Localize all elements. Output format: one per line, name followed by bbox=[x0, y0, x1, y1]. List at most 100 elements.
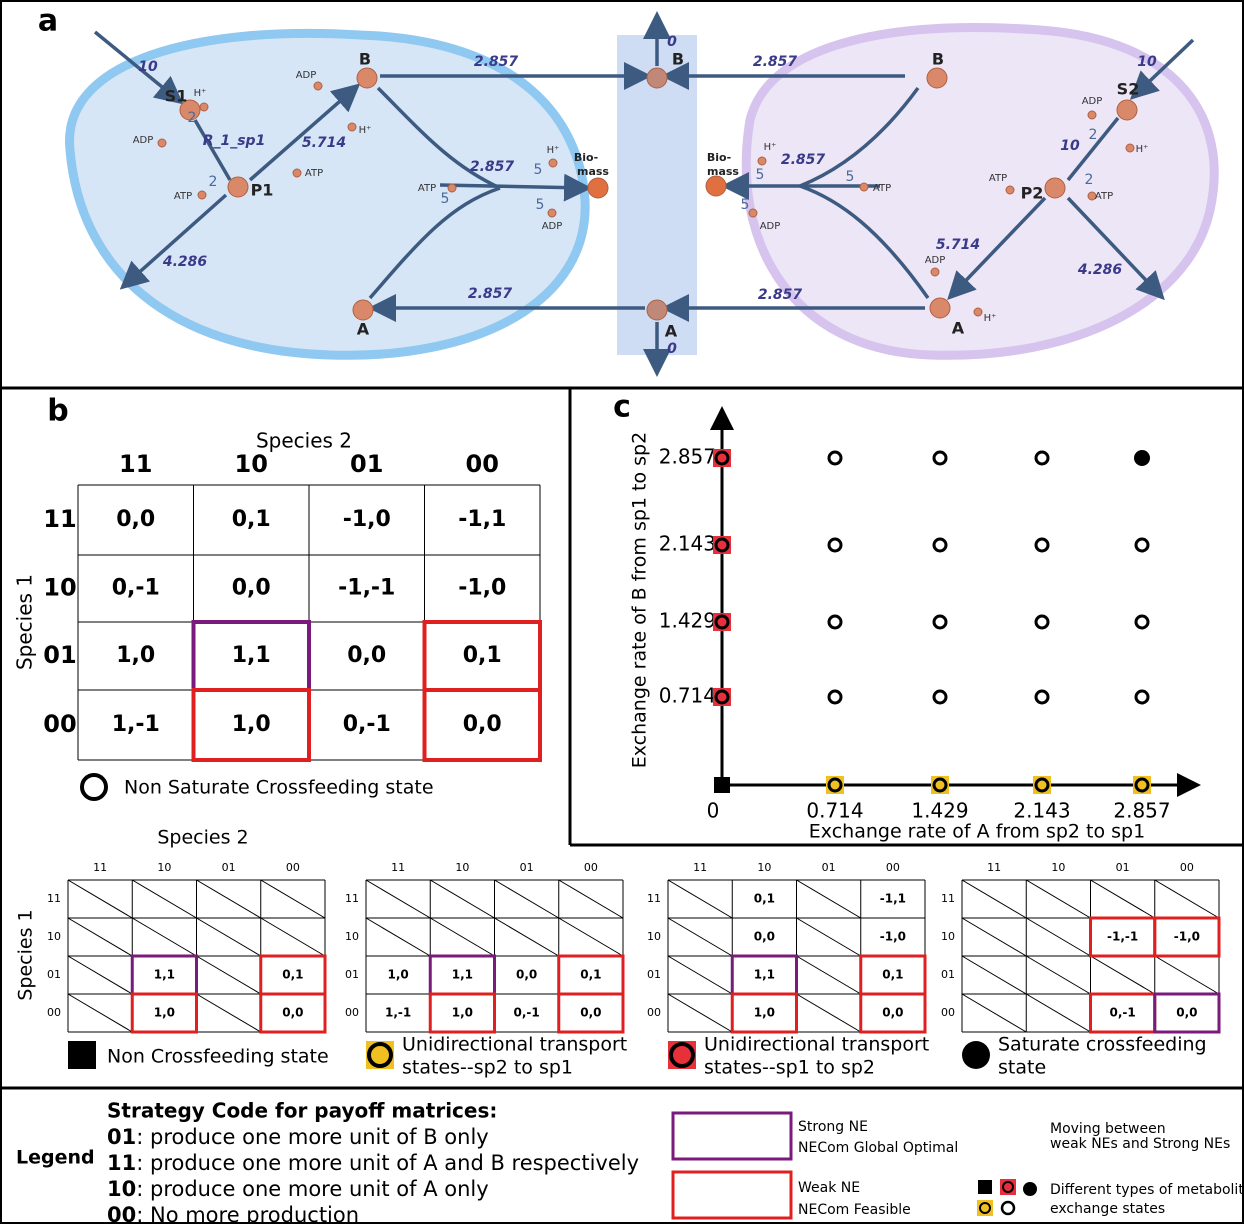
table-cell: 0,1 bbox=[580, 968, 601, 982]
legend-item: 11: produce one more unit of A and B res… bbox=[107, 1151, 639, 1175]
diagram-label: 2.857 bbox=[758, 287, 803, 303]
axis-title: Species 2 bbox=[256, 429, 352, 453]
diagram-label: 2 bbox=[188, 110, 197, 126]
empty-cell bbox=[132, 880, 196, 918]
table-cell: 1,0 bbox=[452, 1006, 473, 1020]
transition-arrow bbox=[841, 725, 890, 777]
transition-arrow bbox=[1048, 562, 1097, 614]
table-cell: 1,1 bbox=[232, 643, 271, 668]
strategy-text: : produce one more unit of A and B respe… bbox=[136, 1151, 639, 1175]
diagram-label: 5 bbox=[534, 162, 543, 178]
diagram-label: S2 bbox=[1117, 80, 1140, 99]
row-header: 00 bbox=[47, 1006, 61, 1019]
row-header: 11 bbox=[941, 892, 955, 905]
transition-arrow bbox=[946, 562, 995, 614]
table-cell: 0,0 bbox=[1176, 1006, 1197, 1020]
column-header: 00 bbox=[886, 861, 900, 874]
transition-arrow bbox=[946, 485, 995, 537]
row-header: 11 bbox=[345, 892, 359, 905]
column-header: 01 bbox=[520, 861, 534, 874]
table-cell: -1,0 bbox=[880, 930, 906, 944]
diagram-label: R_1_sp1 bbox=[203, 133, 266, 149]
legend-title: Legend bbox=[16, 1147, 95, 1169]
legend-text: Moving between bbox=[1050, 1121, 1166, 1137]
empty-cell bbox=[1155, 880, 1219, 918]
diagram-label: ADP bbox=[542, 221, 563, 232]
empty-cell bbox=[430, 880, 494, 918]
row-header: 10 bbox=[47, 930, 61, 943]
state-marker bbox=[716, 616, 728, 628]
figure: a10S1H⁺ADP2R_1_sp12ATPP1ADPH⁺5.714ATPB2.… bbox=[0, 0, 1244, 1224]
diagram-label: ADP bbox=[133, 135, 154, 146]
row-header: 01 bbox=[941, 968, 955, 981]
column-header: 01 bbox=[350, 450, 383, 478]
state-marker bbox=[1136, 539, 1148, 551]
table-cell: 0,0 bbox=[347, 643, 386, 668]
column-header: 01 bbox=[1116, 861, 1130, 874]
empty-cell bbox=[962, 956, 1026, 994]
table-cell: -1,0 bbox=[1174, 930, 1200, 944]
empty-cell bbox=[668, 918, 732, 956]
transition-arrow bbox=[728, 725, 777, 777]
x-tick-label: 1.429 bbox=[911, 799, 968, 823]
legend-symbol bbox=[1002, 1202, 1014, 1214]
transition-arrow bbox=[1048, 398, 1097, 450]
state-marker bbox=[716, 539, 728, 551]
state-marker bbox=[934, 779, 946, 791]
diagram-label: 4.286 bbox=[1077, 262, 1123, 278]
state-marker bbox=[716, 452, 728, 464]
diagram-label: P1 bbox=[251, 181, 274, 200]
transition-arrow bbox=[728, 485, 777, 537]
table-cell: 1,-1 bbox=[112, 712, 160, 737]
x-tick-label: 0.714 bbox=[806, 799, 863, 823]
diagram-label: H⁺ bbox=[547, 145, 560, 156]
table-cell: 0,-1 bbox=[343, 712, 391, 737]
legend-text: weak NEs and Strong NEs bbox=[1050, 1136, 1230, 1152]
diagram-label: H⁺ bbox=[194, 88, 207, 99]
table-cell: 1,0 bbox=[232, 712, 271, 737]
state-marker bbox=[1036, 539, 1048, 551]
table-cell: 1,0 bbox=[754, 1006, 775, 1020]
row-header: 11 bbox=[47, 892, 61, 905]
empty-cell bbox=[495, 918, 559, 956]
state-marker bbox=[1036, 691, 1048, 703]
empty-cell bbox=[962, 880, 1026, 918]
table-cell: 1,1 bbox=[754, 968, 775, 982]
table-cell: 1,0 bbox=[116, 643, 155, 668]
state-marker bbox=[829, 452, 841, 464]
table-cell: 0,1 bbox=[754, 892, 775, 906]
diagram-label: S1 bbox=[165, 87, 188, 106]
table-cell: 0,0 bbox=[282, 1006, 303, 1020]
legend-heading: Strategy Code for payoff matrices: bbox=[107, 1099, 497, 1123]
axis-title: Exchange rate of B from sp1 to sp2 bbox=[629, 432, 651, 768]
empty-cell bbox=[559, 880, 623, 918]
column-header: 10 bbox=[757, 861, 771, 874]
table-cell: 0,0 bbox=[754, 930, 775, 944]
column-header: 00 bbox=[584, 861, 598, 874]
legend-item: 10: produce one more unit of A only bbox=[107, 1177, 489, 1201]
table-cell: 1,1 bbox=[154, 968, 175, 982]
legend-symbol bbox=[673, 1113, 791, 1159]
legend-symbol bbox=[1003, 1182, 1013, 1192]
y-tick-label: 2.143 bbox=[659, 532, 716, 556]
y-tick-label: 2.857 bbox=[659, 445, 716, 469]
table-cell: -1,1 bbox=[880, 892, 906, 906]
diagram-label: ATP bbox=[418, 183, 436, 194]
state-marker bbox=[1036, 779, 1048, 791]
strategy-text: : produce one more unit of B only bbox=[136, 1125, 489, 1149]
column-header: 11 bbox=[93, 861, 107, 874]
column-header: 10 bbox=[455, 861, 469, 874]
transition-arrow bbox=[728, 562, 777, 614]
transition-arrow bbox=[841, 637, 890, 689]
transition-arrow bbox=[1148, 637, 1197, 689]
diagram-label: a bbox=[38, 4, 58, 39]
row-header: 10 bbox=[941, 930, 955, 943]
legend-text: Different types of metabolite bbox=[1050, 1182, 1244, 1198]
diagram-label: 10 bbox=[1137, 54, 1157, 70]
diagram-label: ATP bbox=[989, 173, 1007, 184]
diagram-label: 2.857 bbox=[470, 159, 515, 175]
legend-symbol bbox=[673, 1172, 791, 1218]
table-cell: 1,0 bbox=[387, 968, 408, 982]
axis-title: Species 1 bbox=[13, 574, 37, 670]
caption: state bbox=[998, 1057, 1046, 1079]
